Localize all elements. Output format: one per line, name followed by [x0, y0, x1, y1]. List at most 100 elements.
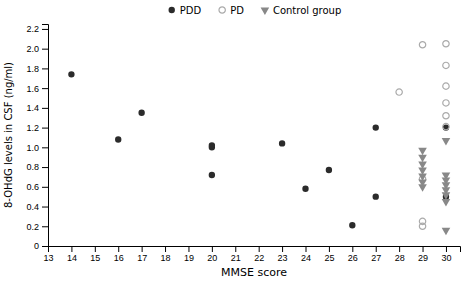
tick: 1.0	[26, 143, 48, 153]
point	[209, 142, 215, 148]
tick: 18	[161, 246, 171, 263]
tick-mark	[329, 246, 330, 252]
tick-label: 18	[161, 253, 171, 263]
chart: 13141516171819202122232425262728293000.2…	[0, 0, 474, 282]
x-axis: 13 14 15 16 17 18 19 20 21 22 23 24 25 26 27 28 29 30	[43, 246, 460, 263]
tick-label: 19	[184, 253, 194, 263]
tick-mark	[42, 29, 48, 30]
legend-item: PDD	[169, 5, 202, 16]
tick: 15	[90, 246, 100, 263]
tick-mark	[42, 49, 48, 50]
legend-item: PD	[219, 5, 244, 16]
tick-mark	[446, 246, 447, 252]
tick: 30	[441, 246, 451, 263]
point	[418, 148, 427, 155]
tick: 17	[137, 246, 147, 263]
tick: 22	[254, 246, 264, 263]
tick-label: 0.6	[26, 182, 39, 192]
tick: 24	[301, 246, 311, 263]
point	[442, 192, 451, 199]
tick-mark	[352, 246, 353, 252]
tick-mark	[376, 246, 377, 252]
series	[396, 41, 449, 230]
point	[279, 140, 285, 146]
tick: 29	[418, 246, 428, 263]
tick-mark	[306, 246, 307, 252]
tick-label: 13	[43, 253, 53, 263]
tick: 0.4	[26, 202, 48, 212]
tick-mark	[42, 68, 48, 69]
point	[418, 155, 427, 162]
plot: 13141516171819202122232425262728293000.2…	[26, 24, 460, 263]
point	[373, 193, 379, 199]
y-axis: 00.20.40.60.81.01.21.41.61.82.02.2	[26, 24, 48, 251]
tick-mark	[42, 128, 48, 129]
tick-label: 14	[67, 253, 77, 263]
point	[68, 71, 74, 77]
legend-label: PDD	[180, 5, 202, 16]
tick: 27	[371, 246, 381, 263]
tick-label: 17	[137, 253, 147, 263]
tick: 1.8	[26, 64, 48, 74]
tick: 2.0	[26, 44, 48, 54]
tick: 19	[184, 246, 194, 263]
tick-label: 16	[114, 253, 124, 263]
point	[443, 113, 449, 119]
point	[349, 222, 355, 228]
tick-label: 25	[324, 253, 334, 263]
tick-label: 23	[278, 253, 288, 263]
points	[68, 41, 450, 236]
tick: 0	[34, 241, 48, 251]
legend-label: PD	[230, 5, 244, 16]
tick-label: 26	[348, 253, 358, 263]
point	[442, 199, 451, 206]
tick-label: 29	[418, 253, 428, 263]
tick-mark	[423, 246, 424, 252]
y-axis-title: 8-OHdG levels in CSF (ng/ml)	[3, 62, 14, 208]
tick-mark	[188, 246, 189, 252]
tick: 1.6	[26, 84, 48, 94]
tick: 23	[278, 246, 288, 263]
tick-label: 0.8	[26, 162, 39, 172]
tick-label: 2.2	[26, 24, 39, 34]
legend-swatch	[219, 7, 225, 13]
tick-mark	[42, 226, 48, 227]
tick-label: 15	[90, 253, 100, 263]
tick-mark	[71, 246, 72, 252]
tick: 25	[324, 246, 334, 263]
tick-label: 1.6	[26, 84, 39, 94]
point	[443, 123, 449, 129]
tick-mark	[399, 246, 400, 252]
point	[115, 136, 121, 142]
tick: 28	[395, 246, 405, 263]
point	[418, 184, 427, 191]
tick: 1.4	[26, 103, 48, 113]
tick-mark	[42, 167, 48, 168]
axis-line	[42, 25, 49, 247]
tick-label: 1.8	[26, 64, 39, 74]
tick: 0.6	[26, 182, 48, 192]
point	[419, 42, 425, 48]
tick-mark	[42, 187, 48, 188]
tick-mark	[42, 108, 48, 109]
tick-mark	[235, 246, 236, 252]
tick-label: 21	[231, 253, 241, 263]
tick-mark	[42, 88, 48, 89]
tick: 0.8	[26, 162, 48, 172]
series	[68, 71, 449, 228]
tick: 13	[43, 246, 53, 263]
tick-mark	[259, 246, 260, 252]
tick-mark	[42, 246, 48, 247]
tick-label: 30	[441, 253, 451, 263]
tick: 14	[67, 246, 77, 263]
point	[209, 172, 215, 178]
x-axis-title: MMSE score	[221, 266, 287, 279]
legend-item: Control group	[261, 5, 342, 16]
tick-mark	[118, 246, 119, 252]
tick-mark	[42, 147, 48, 148]
tick-label: 28	[395, 253, 405, 263]
tick: 16	[114, 246, 124, 263]
tick: 20	[207, 246, 217, 263]
series	[418, 138, 450, 235]
legend-swatch	[261, 8, 270, 15]
